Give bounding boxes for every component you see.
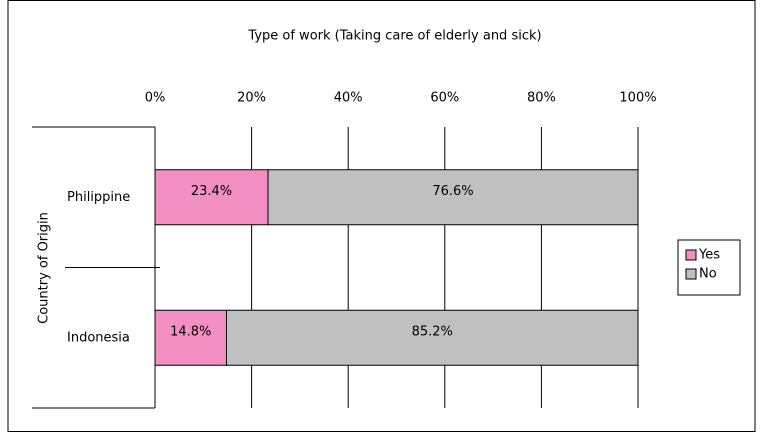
legend-swatch (685, 268, 697, 280)
x-tick-label: 20% (237, 91, 266, 106)
data-label: 76.6% (432, 184, 473, 199)
x-tick-label: 40% (334, 91, 363, 106)
bar-segment (154, 309, 227, 366)
x-tick-label: 60% (430, 91, 459, 106)
legend-label: No (699, 267, 717, 282)
bar-segment (267, 169, 639, 226)
bar-segment (225, 309, 639, 366)
x-tick-label: 80% (527, 91, 556, 106)
x-tick-label: 100% (619, 91, 656, 106)
y-tick-label: Indonesia (67, 330, 130, 345)
x-tick-label: 0% (145, 91, 166, 106)
data-label: 23.4% (191, 184, 232, 199)
bar-segment (154, 169, 269, 226)
data-label: 14.8% (170, 324, 211, 339)
y-axis-label: Country of Origin (37, 212, 52, 324)
legend (677, 239, 741, 296)
legend-swatch (685, 249, 697, 261)
y-tick-label: Philippine (67, 190, 130, 205)
chart-title: Type of work (Taking care of elderly and… (247, 29, 541, 44)
data-label: 85.2% (412, 324, 453, 339)
legend-label: Yes (698, 248, 720, 263)
